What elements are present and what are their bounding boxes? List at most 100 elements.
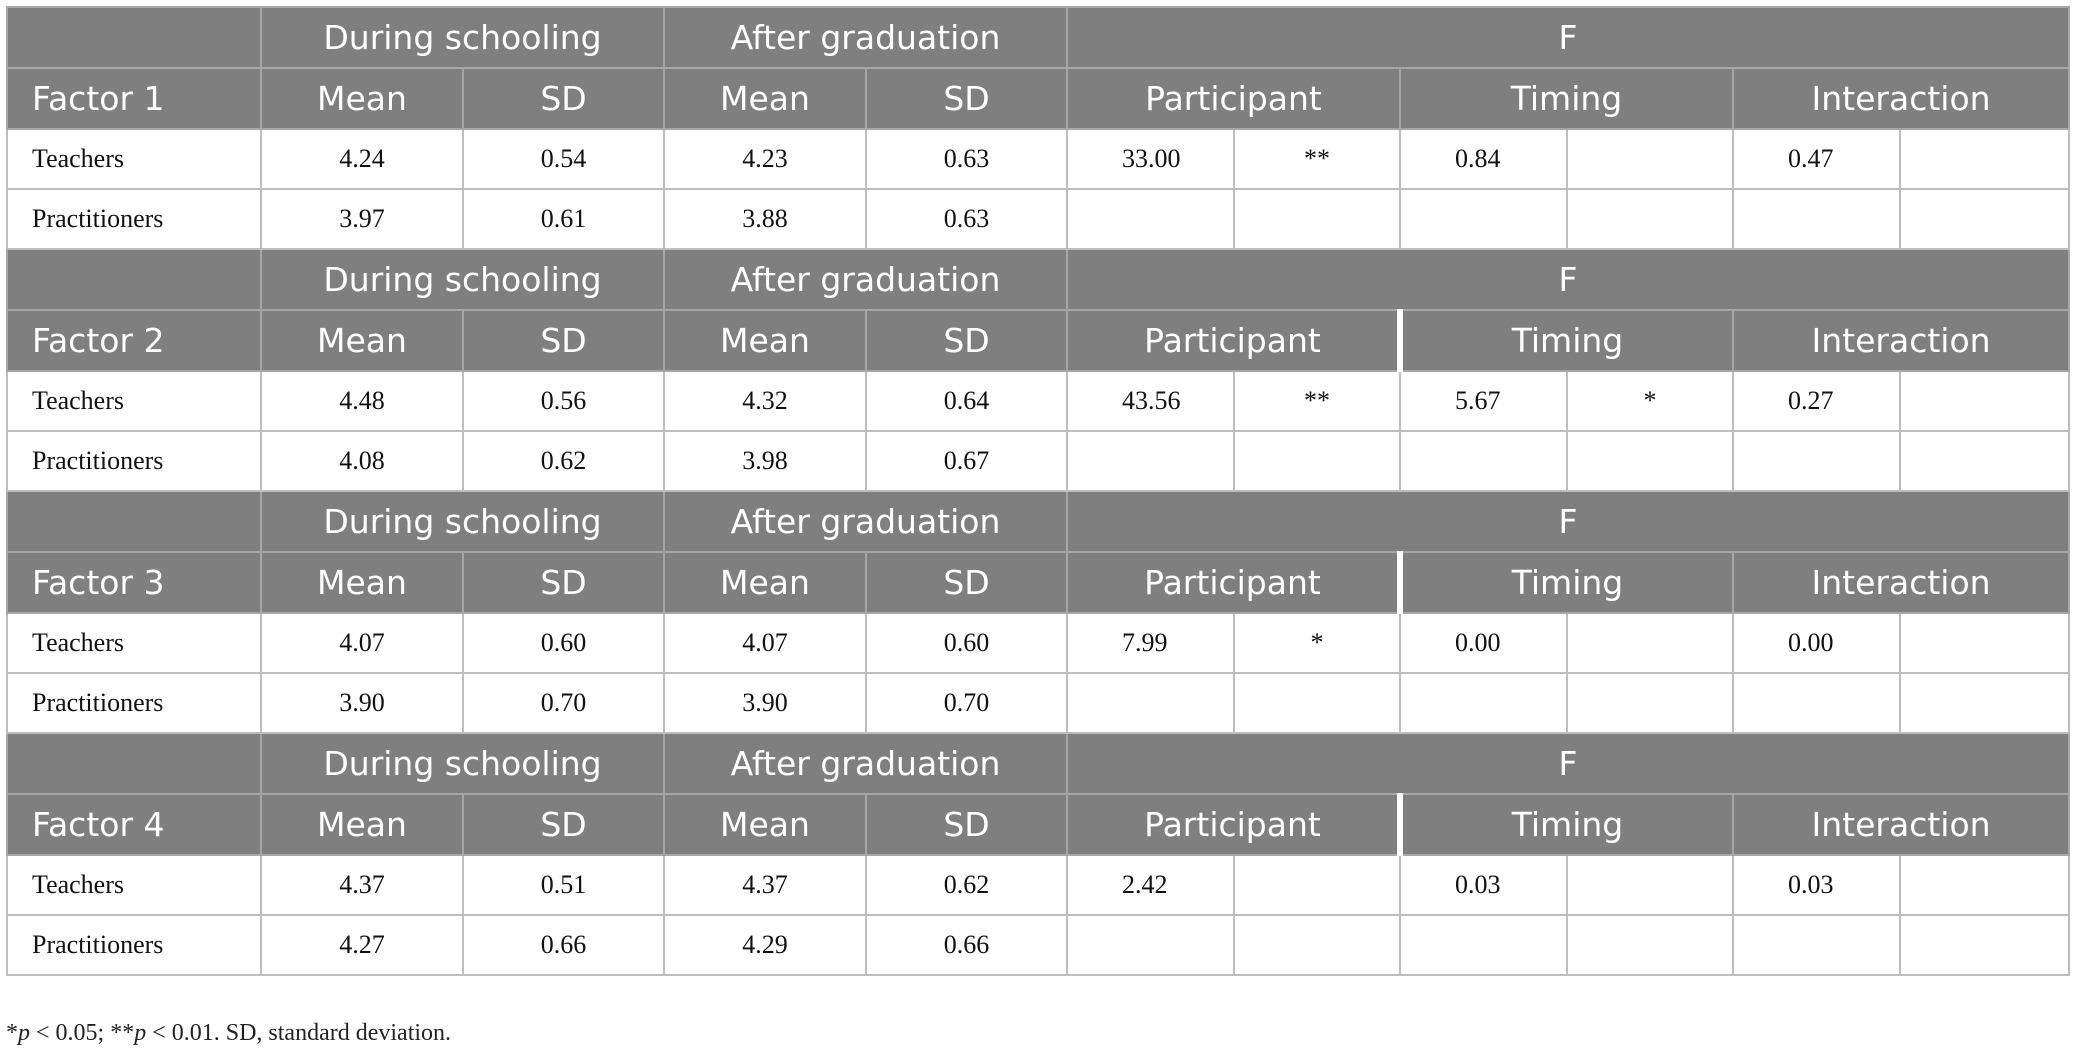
after-sd-cell: 0.66 [865, 914, 1068, 976]
interaction-f-cell: 0.47 [1732, 128, 1901, 190]
group-header-row: During schooling After graduation F [6, 248, 2071, 311]
during-mean-cell: 4.27 [260, 914, 464, 976]
sd-header: SD [865, 309, 1068, 372]
participant-f-cell [1066, 430, 1235, 492]
participant-sig-cell [1233, 672, 1401, 734]
after-graduation-header: After graduation [663, 248, 1068, 311]
column-header-row: Factor 4 Mean SD Mean SD Participant Tim… [6, 793, 2071, 856]
table-row: Teachers 4.07 0.60 4.07 0.60 7.99 * 0.00… [6, 612, 2071, 674]
f-header: F [1065, 6, 2071, 69]
participant-sig-cell [1233, 914, 1401, 976]
table-row: Practitioners 3.97 0.61 3.88 0.63 [6, 188, 2071, 250]
timing-header: Timing [1399, 67, 1734, 130]
participant-f-cell [1066, 188, 1235, 250]
timing-f-cell [1399, 430, 1568, 492]
sd-header: SD [865, 551, 1068, 614]
participant-sig-cell: ** [1233, 128, 1401, 190]
participant-header: Participant [1066, 309, 1403, 372]
footnote-text-1: < 0.05; [30, 1020, 111, 1046]
mean-header: Mean [260, 67, 464, 130]
f-header: F [1065, 490, 2071, 553]
timing-f-cell: 0.84 [1399, 128, 1568, 190]
interaction-sig-cell [1898, 854, 2071, 916]
after-graduation-header: After graduation [663, 6, 1068, 69]
group-header-row: During schooling After graduation F [6, 732, 2071, 795]
during-schooling-header: During schooling [260, 6, 665, 69]
after-sd-cell: 0.62 [865, 854, 1068, 916]
interaction-header: Interaction [1731, 309, 2071, 372]
participant-sig-cell [1233, 188, 1401, 250]
during-sd-cell: 0.51 [462, 854, 665, 916]
interaction-sig-cell [1898, 370, 2071, 432]
empty-header-cell [6, 248, 262, 311]
sd-header: SD [462, 67, 665, 130]
footnote-p-2: p [134, 1020, 147, 1046]
participant-header: Participant [1066, 551, 1403, 614]
timing-f-cell [1399, 914, 1568, 976]
during-sd-cell: 0.54 [462, 128, 665, 190]
interaction-f-cell [1732, 430, 1901, 492]
timing-f-cell [1399, 672, 1568, 734]
table-row: Teachers 4.48 0.56 4.32 0.64 43.56 ** 5.… [6, 370, 2071, 432]
participant-f-cell: 7.99 [1066, 612, 1235, 674]
factor-label: Factor 4 [6, 793, 262, 856]
after-sd-cell: 0.70 [865, 672, 1068, 734]
mean-header: Mean [260, 309, 464, 372]
during-mean-cell: 3.90 [260, 672, 464, 734]
after-graduation-header: After graduation [663, 490, 1068, 553]
f-header: F [1065, 732, 2071, 795]
during-schooling-header: During schooling [260, 248, 665, 311]
after-sd-cell: 0.60 [865, 612, 1068, 674]
participant-f-cell: 43.56 [1066, 370, 1235, 432]
during-mean-cell: 4.07 [260, 612, 464, 674]
during-mean-cell: 4.48 [260, 370, 464, 432]
after-sd-cell: 0.63 [865, 188, 1068, 250]
group-label: Practitioners [6, 672, 262, 734]
participant-f-cell: 2.42 [1066, 854, 1235, 916]
f-header: F [1065, 248, 2071, 311]
interaction-header: Interaction [1731, 67, 2071, 130]
participant-header: Participant [1066, 793, 1403, 856]
timing-f-cell [1399, 188, 1568, 250]
empty-header-cell [6, 6, 262, 69]
after-mean-cell: 3.98 [663, 430, 867, 492]
table-row: Practitioners 4.08 0.62 3.98 0.67 [6, 430, 2071, 492]
after-sd-cell: 0.63 [865, 128, 1068, 190]
table-row: Teachers 4.24 0.54 4.23 0.63 33.00 ** 0.… [6, 128, 2071, 190]
timing-sig-cell [1566, 672, 1734, 734]
mean-header: Mean [663, 67, 867, 130]
participant-header: Participant [1066, 67, 1401, 130]
participant-sig-cell [1233, 854, 1401, 916]
footnote-text-2: < 0.01. SD, standard deviation. [146, 1020, 452, 1046]
interaction-header: Interaction [1731, 551, 2071, 614]
after-mean-cell: 4.07 [663, 612, 867, 674]
group-label: Teachers [6, 128, 262, 190]
timing-sig-cell [1566, 430, 1734, 492]
interaction-sig-cell [1898, 672, 2071, 734]
participant-f-cell [1066, 914, 1235, 976]
during-sd-cell: 0.62 [462, 430, 665, 492]
timing-sig-cell: * [1566, 370, 1734, 432]
during-sd-cell: 0.61 [462, 188, 665, 250]
sd-header: SD [462, 551, 665, 614]
group-label: Teachers [6, 612, 262, 674]
group-label: Practitioners [6, 914, 262, 976]
during-sd-cell: 0.60 [462, 612, 665, 674]
after-mean-cell: 4.37 [663, 854, 867, 916]
factor-label: Factor 1 [6, 67, 262, 130]
participant-sig-cell: ** [1233, 370, 1401, 432]
table-row: Practitioners 3.90 0.70 3.90 0.70 [6, 672, 2071, 734]
participant-sig-cell [1233, 430, 1401, 492]
after-graduation-header: After graduation [663, 732, 1068, 795]
during-schooling-header: During schooling [260, 490, 665, 553]
sd-header: SD [865, 793, 1068, 856]
mean-header: Mean [663, 793, 867, 856]
timing-header: Timing [1399, 551, 1734, 614]
during-sd-cell: 0.66 [462, 914, 665, 976]
interaction-f-cell: 0.03 [1732, 854, 1901, 916]
participant-sig-cell: * [1233, 612, 1401, 674]
interaction-sig-cell [1898, 612, 2071, 674]
sd-header: SD [865, 67, 1068, 130]
mean-header: Mean [260, 551, 464, 614]
interaction-f-cell [1732, 672, 1901, 734]
